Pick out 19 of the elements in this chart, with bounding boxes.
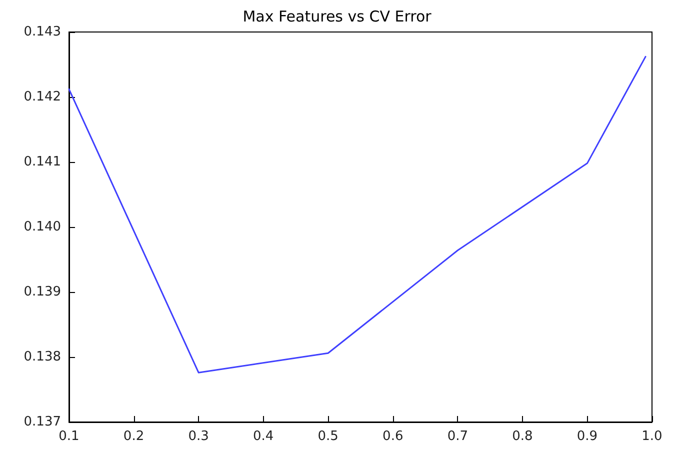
x-tick-label: 0.8 bbox=[512, 429, 533, 444]
x-tick-label: 0.3 bbox=[188, 429, 209, 444]
line-series bbox=[68, 56, 646, 374]
x-tick-label: 0.1 bbox=[58, 429, 80, 444]
y-tick-label: 0.141 bbox=[24, 154, 61, 170]
x-tick-label: 0.4 bbox=[252, 429, 274, 444]
x-tick-label: 0.6 bbox=[382, 429, 404, 444]
x-tick-label: 0.7 bbox=[447, 429, 468, 444]
x-tick-label: 0.2 bbox=[123, 429, 144, 444]
y-tick-label: 0.143 bbox=[24, 24, 61, 40]
x-tick-label: 1.0 bbox=[642, 429, 662, 444]
x-tick-label: 0.9 bbox=[576, 429, 598, 444]
y-tick-label: 0.142 bbox=[24, 90, 61, 104]
y-tick-label: 0.138 bbox=[24, 350, 61, 364]
y-tick-label: 0.139 bbox=[24, 284, 61, 300]
y-tick-label: 0.137 bbox=[24, 414, 61, 430]
chart-title: Max Features vs CV Error bbox=[242, 8, 432, 26]
y-tick-label: 0.140 bbox=[24, 220, 61, 234]
x-tick-label: 0.5 bbox=[318, 429, 338, 444]
